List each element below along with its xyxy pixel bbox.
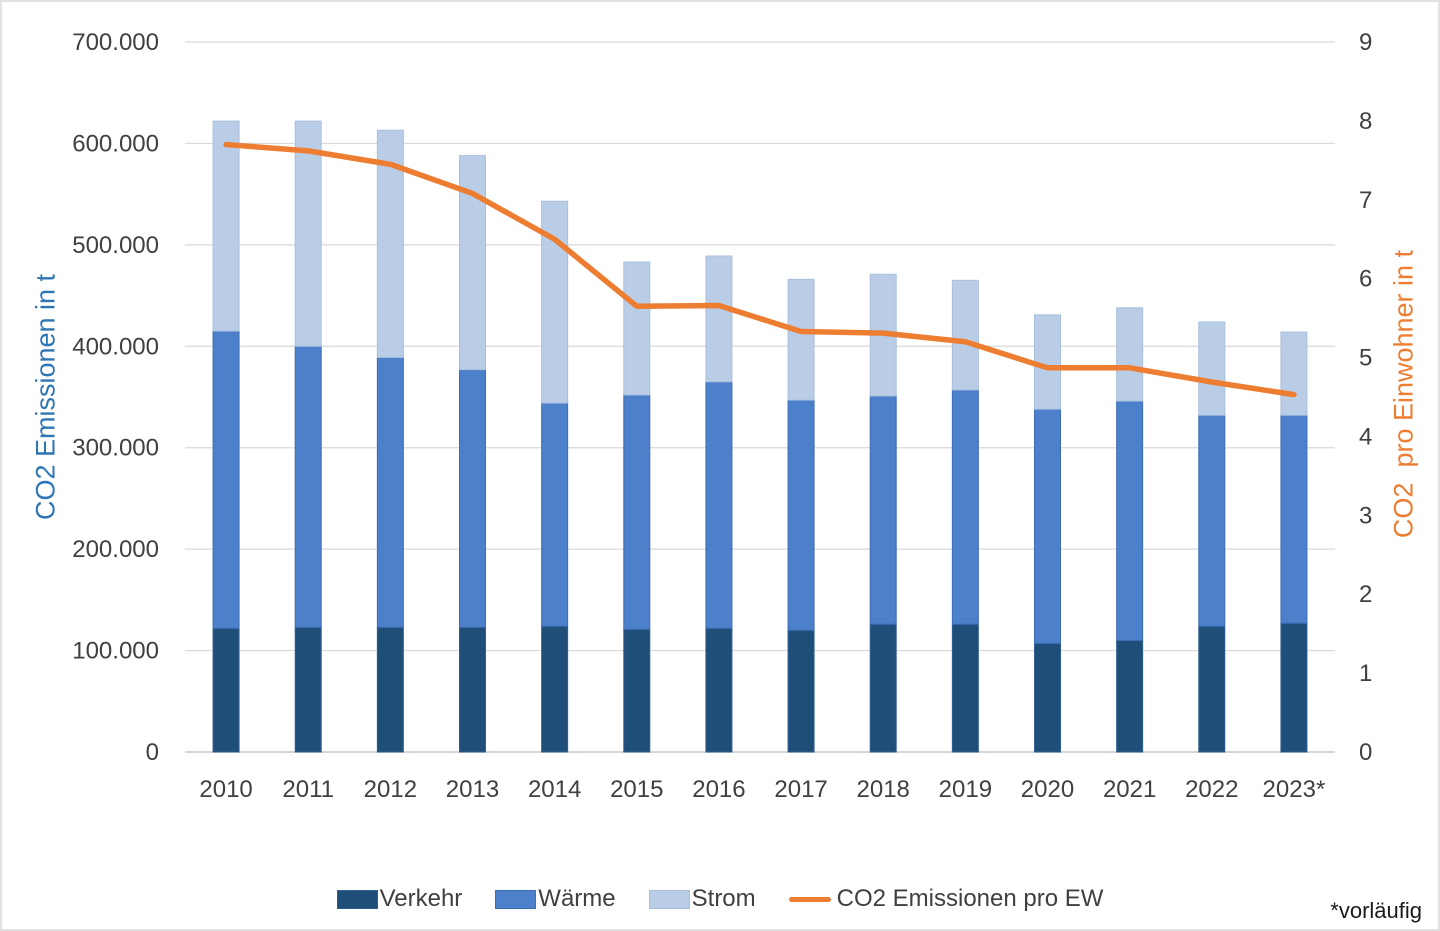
bar-segment-waerme-2017 <box>787 399 815 631</box>
bar-segment-verkehr-2022 <box>1198 625 1226 753</box>
legend-item-waerme: Wärme <box>495 885 616 913</box>
bar-segment-strom-2023 <box>1280 331 1308 416</box>
bar-segment-waerme-2022 <box>1198 414 1226 627</box>
bar-segment-strom-2017 <box>787 278 815 401</box>
waerme-swatch-icon <box>495 889 537 909</box>
bar-segment-strom-2015 <box>623 261 651 396</box>
x-axis-label: 2011 <box>282 776 334 803</box>
legend-item-verkehr: Verkehr <box>336 885 463 913</box>
bar-segment-waerme-2021 <box>1116 400 1144 641</box>
bar-segment-waerme-2016 <box>705 381 733 629</box>
co2-pro-ew-line <box>223 141 1297 398</box>
x-axis-label: 2020 <box>1021 776 1074 803</box>
left-axis-tick: 700.000 <box>72 29 159 56</box>
bar-segment-verkehr-2015 <box>623 628 651 753</box>
right-axis-tick: 1 <box>1359 660 1372 687</box>
x-axis-label: 2014 <box>528 776 581 803</box>
bar-segment-strom-2020 <box>1034 314 1061 410</box>
x-axis-label: 2013 <box>446 776 499 803</box>
bar-segment-verkehr-2018 <box>869 623 897 753</box>
right-axis-tick: 2 <box>1359 581 1372 608</box>
x-axis-label: 2019 <box>939 776 992 803</box>
bar-segment-strom-2019 <box>951 279 979 391</box>
bar-segment-verkehr-2017 <box>787 629 815 753</box>
bar-segment-verkehr-2021 <box>1116 639 1144 753</box>
bar-segment-strom-2011 <box>294 120 322 347</box>
bar-segment-verkehr-2010 <box>212 627 240 753</box>
bar-segment-waerme-2011 <box>294 345 322 628</box>
bar-segment-waerme-2019 <box>951 389 979 625</box>
bar-segment-strom-2016 <box>705 255 733 383</box>
right-axis-tick: 4 <box>1359 423 1372 450</box>
bar-segment-verkehr-2012 <box>376 626 404 753</box>
x-axis-label: 2012 <box>364 776 417 803</box>
bar-segment-verkehr-2020 <box>1034 642 1061 753</box>
x-axis-label: 2016 <box>692 776 745 803</box>
x-axis-label: 2018 <box>857 776 910 803</box>
bar-segment-waerme-2018 <box>869 395 897 625</box>
legend-label-strom: Strom <box>691 885 756 912</box>
legend: Verkehr Wärme Strom CO2 Emissionen pro E… <box>2 885 1438 913</box>
bar-segment-strom-2021 <box>1116 307 1144 402</box>
left-axis-tick: 100.000 <box>72 638 159 665</box>
left-axis-tick: 400.000 <box>72 333 159 360</box>
right-axis-tick: 9 <box>1359 29 1372 56</box>
legend-label-waerme: Wärme <box>538 885 616 912</box>
left-axis-tick: 500.000 <box>72 232 159 259</box>
legend-label-verkehr: Verkehr <box>379 885 463 912</box>
legend-label-co2-pro-ew: CO2 Emissionen pro EW <box>836 885 1104 912</box>
bar-segment-waerme-2010 <box>212 330 240 629</box>
x-axis-label: 2017 <box>774 776 827 803</box>
strom-swatch-icon <box>648 889 690 909</box>
left-axis-tick: 200.000 <box>72 536 159 563</box>
bar-segment-waerme-2012 <box>376 356 404 628</box>
verkehr-swatch-icon <box>336 889 378 909</box>
legend-item-co2-pro-ew: CO2 Emissionen pro EW <box>788 885 1104 913</box>
right-axis-tick: 3 <box>1359 502 1372 529</box>
x-axis-label: 2010 <box>199 776 252 803</box>
footnote: *vorläufig <box>1330 898 1422 923</box>
bar-segment-verkehr-2016 <box>705 627 733 753</box>
bar-segment-verkehr-2013 <box>459 626 486 753</box>
bar-segment-strom-2022 <box>1198 321 1226 416</box>
right-axis-tick: 8 <box>1359 108 1372 135</box>
left-axis-title: CO2 Emissionen in t <box>30 273 61 521</box>
bar-segment-waerme-2014 <box>541 402 569 627</box>
bar-segment-waerme-2013 <box>459 369 486 628</box>
x-axis-label: 2022 <box>1185 776 1238 803</box>
right-axis-tick: 7 <box>1359 187 1372 214</box>
bar-segment-verkehr-2011 <box>294 626 322 753</box>
bar-segment-verkehr-2023 <box>1280 622 1308 753</box>
right-axis-title: CO2 pro Einwohner in t <box>1388 249 1419 539</box>
legend-item-strom: Strom <box>648 885 756 913</box>
right-axis-tick: 6 <box>1359 266 1372 293</box>
x-axis-label: 2015 <box>610 776 663 803</box>
bar-segment-verkehr-2019 <box>951 623 979 753</box>
right-axis-tick: 0 <box>1359 739 1372 766</box>
left-axis-tick: 0 <box>146 739 159 766</box>
combo-chart-svg: 0 100.000 200.000 300.000 400.000 500.000 600.… <box>72 29 1372 803</box>
left-axis-tick: 300.000 <box>72 435 159 462</box>
right-axis-tick: 5 <box>1359 345 1372 372</box>
x-axis-label: 2023* <box>1263 776 1326 803</box>
x-axis-label: 2021 <box>1103 776 1156 803</box>
bar-segment-waerme-2020 <box>1034 408 1061 644</box>
left-axis-tick: 600.000 <box>72 130 159 157</box>
bar-segment-waerme-2023 <box>1280 414 1308 624</box>
bar-segment-waerme-2015 <box>623 394 651 630</box>
line-swatch-icon <box>788 896 831 902</box>
bar-segment-strom-2010 <box>212 120 240 332</box>
bar-segment-verkehr-2014 <box>541 625 569 753</box>
